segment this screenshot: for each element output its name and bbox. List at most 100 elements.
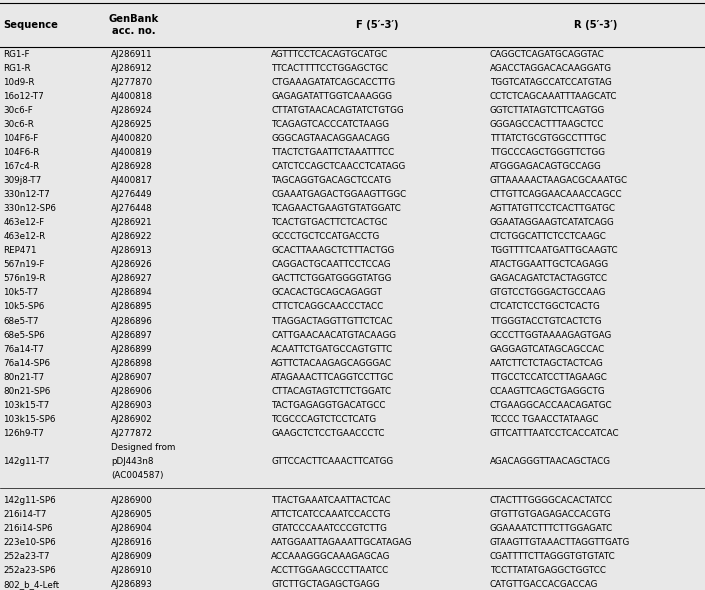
Text: 216i14-SP6: 216i14-SP6: [4, 524, 53, 533]
Text: 142g11-SP6: 142g11-SP6: [4, 496, 56, 504]
Text: GGTCTTATAGTCTTCAGTGG: GGTCTTATAGTCTTCAGTGG: [490, 106, 605, 115]
Text: CATCTCCAGCTCAACCTCATAGG: CATCTCCAGCTCAACCTCATAGG: [271, 162, 405, 171]
Text: TTTATCTGCGTGGCCTTTGC: TTTATCTGCGTGGCCTTTGC: [490, 134, 606, 143]
Text: CTTGTTCAGGAACAAACCAGCC: CTTGTTCAGGAACAAACCAGCC: [490, 190, 623, 199]
Text: AJ286896: AJ286896: [111, 316, 153, 326]
Text: TTGGGTACCTGTCACTCTG: TTGGGTACCTGTCACTCTG: [490, 316, 601, 326]
Text: CAGGACTGCAATTCCTCCAG: CAGGACTGCAATTCCTCCAG: [271, 260, 391, 270]
Text: AJ400818: AJ400818: [111, 92, 154, 101]
Text: GACTTCTGGATGGGGTATGG: GACTTCTGGATGGGGTATGG: [271, 274, 392, 283]
Text: 309j8-T7: 309j8-T7: [4, 176, 42, 185]
Text: CTCTGGCATTCTCCTCAAGC: CTCTGGCATTCTCCTCAAGC: [490, 232, 607, 241]
Text: ATGGGAGACAGTGCCAGG: ATGGGAGACAGTGCCAGG: [490, 162, 602, 171]
Text: GAAGCTCTCCTGAACCCTC: GAAGCTCTCCTGAACCCTC: [271, 429, 385, 438]
Text: 142g11-T7: 142g11-T7: [4, 457, 50, 466]
Text: 167c4-R: 167c4-R: [4, 162, 39, 171]
Text: 103k15-T7: 103k15-T7: [4, 401, 50, 410]
Text: 80n21-T7: 80n21-T7: [4, 373, 44, 382]
Text: GTCTTGCTAGAGCTGAGG: GTCTTGCTAGAGCTGAGG: [271, 580, 380, 589]
Text: GTATCCCAAATCCCGTCTTG: GTATCCCAAATCCCGTCTTG: [271, 524, 387, 533]
Text: CTACTTTGGGGCACACTATCC: CTACTTTGGGGCACACTATCC: [490, 496, 613, 504]
Text: GTGTCCTGGGACTGCCAAG: GTGTCCTGGGACTGCCAAG: [490, 289, 606, 297]
Text: pDJ443n8: pDJ443n8: [111, 457, 154, 466]
Text: CTTACAGTAGTCTTCTGGATC: CTTACAGTAGTCTTCTGGATC: [271, 386, 391, 396]
Text: RG1-F: RG1-F: [4, 50, 30, 59]
Text: CCTCTCAGCAAATTTAAGCATC: CCTCTCAGCAAATTTAAGCATC: [490, 92, 618, 101]
Text: AGTTATGTTCCTCACTTGATGC: AGTTATGTTCCTCACTTGATGC: [490, 204, 616, 213]
Text: AJ286897: AJ286897: [111, 330, 153, 340]
Text: CTTATGTAACACAGTATCTGTGG: CTTATGTAACACAGTATCTGTGG: [271, 106, 404, 115]
Text: 104F6-R: 104F6-R: [4, 148, 40, 157]
Text: AJ277872: AJ277872: [111, 429, 154, 438]
Text: GAGACAGATCTACTAGGTCC: GAGACAGATCTACTAGGTCC: [490, 274, 608, 283]
Text: TTACTGAAATCAATTACTCAC: TTACTGAAATCAATTACTCAC: [271, 496, 391, 504]
Text: AJ276449: AJ276449: [111, 190, 153, 199]
Text: CTCATCTCCTGGCTCACTG: CTCATCTCCTGGCTCACTG: [490, 303, 601, 312]
Text: CTTCTCAGGCAACCCTACC: CTTCTCAGGCAACCCTACC: [271, 303, 384, 312]
Text: AJ400819: AJ400819: [111, 148, 153, 157]
Text: GGGCAGTAACAGGAACAGG: GGGCAGTAACAGGAACAGG: [271, 134, 390, 143]
Text: CGATTTTCTTAGGGTGTGTATC: CGATTTTCTTAGGGTGTGTATC: [490, 552, 615, 561]
Text: AJ286909: AJ286909: [111, 552, 153, 561]
Text: R (5′-3′): R (5′-3′): [574, 20, 618, 30]
Text: F (5′-3′): F (5′-3′): [356, 20, 398, 30]
Text: 567n19-F: 567n19-F: [4, 260, 45, 270]
Text: GCACACTGCAGCAGAGGT: GCACACTGCAGCAGAGGT: [271, 289, 382, 297]
Text: AJ286927: AJ286927: [111, 274, 153, 283]
Text: AJ286928: AJ286928: [111, 162, 153, 171]
Text: TCACTGTGACTTCTCACTGC: TCACTGTGACTTCTCACTGC: [271, 218, 388, 227]
Text: AJ286910: AJ286910: [111, 566, 153, 575]
Text: TCAGAGTCACCCATCTAAGG: TCAGAGTCACCCATCTAAGG: [271, 120, 389, 129]
Text: CGAAATGAGACTGGAAGTTGGC: CGAAATGAGACTGGAAGTTGGC: [271, 190, 407, 199]
Text: ACCTTGGAAGCCCTTAATCC: ACCTTGGAAGCCCTTAATCC: [271, 566, 390, 575]
Text: GTAAGTTGTAAACTTAGGTTGATG: GTAAGTTGTAAACTTAGGTTGATG: [490, 537, 630, 547]
Text: AJ286924: AJ286924: [111, 106, 153, 115]
Text: 68e5-T7: 68e5-T7: [4, 316, 39, 326]
Text: AJ286921: AJ286921: [111, 218, 153, 227]
Text: GTGTTGTGAGAGACCACGTG: GTGTTGTGAGAGACCACGTG: [490, 510, 612, 519]
Text: CATGTTGACCACGACCAG: CATGTTGACCACGACCAG: [490, 580, 599, 589]
Text: ATACTGGAATTGCTCAGAGG: ATACTGGAATTGCTCAGAGG: [490, 260, 609, 270]
Text: GenBank
acc. no.: GenBank acc. no.: [109, 14, 159, 36]
Text: ACCAAAGGGCAAAGAGCAG: ACCAAAGGGCAAAGAGCAG: [271, 552, 391, 561]
Text: 216i14-T7: 216i14-T7: [4, 510, 47, 519]
Text: Designed from: Designed from: [111, 443, 176, 452]
Text: AGACAGGGTTAACAGCTACG: AGACAGGGTTAACAGCTACG: [490, 457, 611, 466]
Text: 68e5-SP6: 68e5-SP6: [4, 330, 45, 340]
Text: 76a14-T7: 76a14-T7: [4, 345, 44, 353]
Text: AATGGAATTAGAAATTGCATAGAG: AATGGAATTAGAAATTGCATAGAG: [271, 537, 413, 547]
Text: 10k5-SP6: 10k5-SP6: [4, 303, 45, 312]
Text: TCCCC TGAACCTATAAGC: TCCCC TGAACCTATAAGC: [490, 415, 599, 424]
Text: AJ286925: AJ286925: [111, 120, 153, 129]
Text: GTTCCACTTCAAACTTCATGG: GTTCCACTTCAAACTTCATGG: [271, 457, 393, 466]
Text: AJ286926: AJ286926: [111, 260, 153, 270]
Text: 104F6-F: 104F6-F: [4, 134, 39, 143]
Text: AJ286899: AJ286899: [111, 345, 153, 353]
Text: TCGCCCAGTCTCCTCATG: TCGCCCAGTCTCCTCATG: [271, 415, 376, 424]
Text: AJ286905: AJ286905: [111, 510, 153, 519]
Text: CCAAGTTCAGCTGAGGCTG: CCAAGTTCAGCTGAGGCTG: [490, 386, 606, 396]
Text: AJ277870: AJ277870: [111, 78, 154, 87]
Text: AJ286907: AJ286907: [111, 373, 153, 382]
Text: 576n19-R: 576n19-R: [4, 274, 46, 283]
Text: AJ286903: AJ286903: [111, 401, 153, 410]
Text: 330n12-SP6: 330n12-SP6: [4, 204, 56, 213]
Text: 223e10-SP6: 223e10-SP6: [4, 537, 56, 547]
Text: 10d9-R: 10d9-R: [4, 78, 35, 87]
Text: GCCCTGCTCCATGACCTG: GCCCTGCTCCATGACCTG: [271, 232, 380, 241]
Text: TAGCAGGTGACAGCTCCATG: TAGCAGGTGACAGCTCCATG: [271, 176, 391, 185]
Text: 30c6-F: 30c6-F: [4, 106, 33, 115]
Text: Sequence: Sequence: [4, 20, 59, 30]
Text: CAGGCTCAGATGCAGGTAC: CAGGCTCAGATGCAGGTAC: [490, 50, 605, 59]
Text: 16o12-T7: 16o12-T7: [4, 92, 44, 101]
Text: 463e12-R: 463e12-R: [4, 232, 46, 241]
Text: GTTCATTTAATCCTCACCATCAC: GTTCATTTAATCCTCACCATCAC: [490, 429, 620, 438]
Text: 10k5-T7: 10k5-T7: [4, 289, 39, 297]
Text: (AC004587): (AC004587): [111, 471, 164, 480]
Text: GAGAGATATTGGTCAAAGGG: GAGAGATATTGGTCAAAGGG: [271, 92, 393, 101]
Text: TTACTCTGAATTCTAAATTTCC: TTACTCTGAATTCTAAATTTCC: [271, 148, 395, 157]
Text: AJ286902: AJ286902: [111, 415, 153, 424]
Text: 463e12-F: 463e12-F: [4, 218, 44, 227]
Text: GCACTTAAAGCTCTTTACTGG: GCACTTAAAGCTCTTTACTGG: [271, 246, 395, 255]
Text: TTCACTTTTCCTGGAGCTGC: TTCACTTTTCCTGGAGCTGC: [271, 64, 388, 73]
